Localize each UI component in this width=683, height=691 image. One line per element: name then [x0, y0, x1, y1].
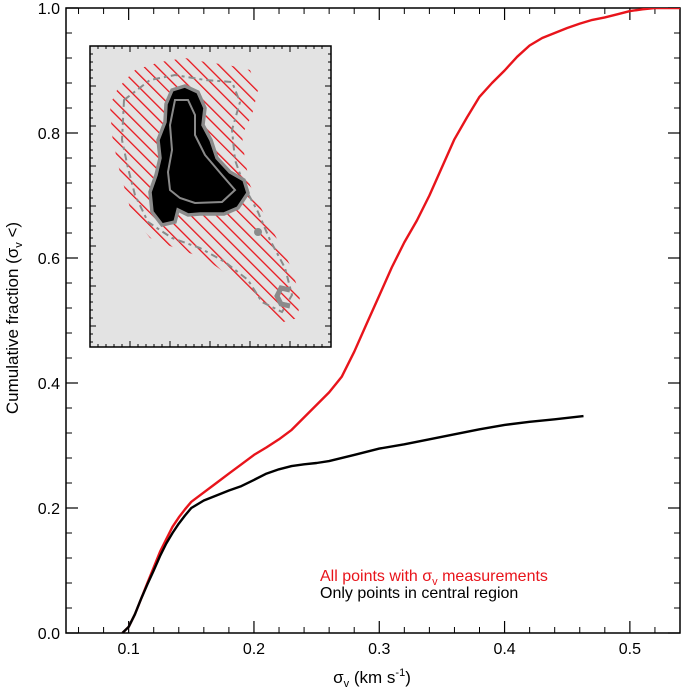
y-axis-label-pre: Cumulative fraction (: [3, 258, 22, 414]
y-tick-label: 0.8: [38, 126, 60, 143]
x-axis-label-post: ): [405, 668, 411, 687]
y-axis-label-sym: σ: [3, 247, 22, 258]
series-all-line: [121, 8, 680, 633]
series-central-line: [121, 414, 584, 633]
legend-all: All points with σv measurements: [320, 568, 548, 588]
legend: All points with σv measurements Only poi…: [320, 568, 548, 602]
legend-central: Only points in central region: [320, 585, 518, 602]
inset-small-clump: [274, 285, 291, 309]
y-axis: 0.0 0.2 0.4 0.6 0.8 1.0: [38, 1, 680, 643]
y-axis-label-sub: v: [13, 242, 25, 248]
y-tick-label: 1.0: [38, 1, 60, 18]
x-tick-label: 0.2: [243, 641, 265, 658]
x-tick-label: 0.3: [368, 641, 390, 658]
legend-all-pre: All points with: [320, 568, 422, 585]
y-tick-label: 0.2: [38, 501, 60, 518]
inset-map: [89, 45, 332, 348]
x-tick-label: 0.1: [118, 641, 140, 658]
x-axis-label-pre: (km s: [349, 668, 395, 687]
x-axis-label: σv (km s-1): [333, 667, 411, 690]
y-tick-label: 0.6: [38, 251, 60, 268]
y-tick-label: 0.0: [38, 626, 60, 643]
y-axis-label: Cumulative fraction (σv <): [3, 222, 25, 414]
inset-core-inner-contour: [166, 99, 237, 205]
x-axis-label-sub: v: [344, 678, 350, 690]
legend-all-sym: σ: [422, 568, 432, 585]
y-tick-label: 0.4: [38, 376, 60, 393]
x-tick-label: 0.5: [619, 641, 641, 658]
legend-all-post: measurements: [438, 568, 548, 585]
inset-small-dot: [254, 228, 262, 236]
x-tick-label: 0.4: [493, 641, 515, 658]
y-axis-label-post: <): [3, 222, 22, 242]
inset-contour-outer: [120, 73, 294, 314]
x-axis: 0.1 0.2 0.3 0.4 0.5: [78, 8, 656, 658]
legend-all-sub: v: [432, 576, 438, 588]
inset-core: [148, 84, 250, 227]
x-axis-label-sym: σ: [333, 668, 344, 687]
x-axis-label-sup: -1: [395, 667, 405, 679]
plot-frame: [65, 7, 681, 634]
inset-ticks: [90, 46, 331, 347]
